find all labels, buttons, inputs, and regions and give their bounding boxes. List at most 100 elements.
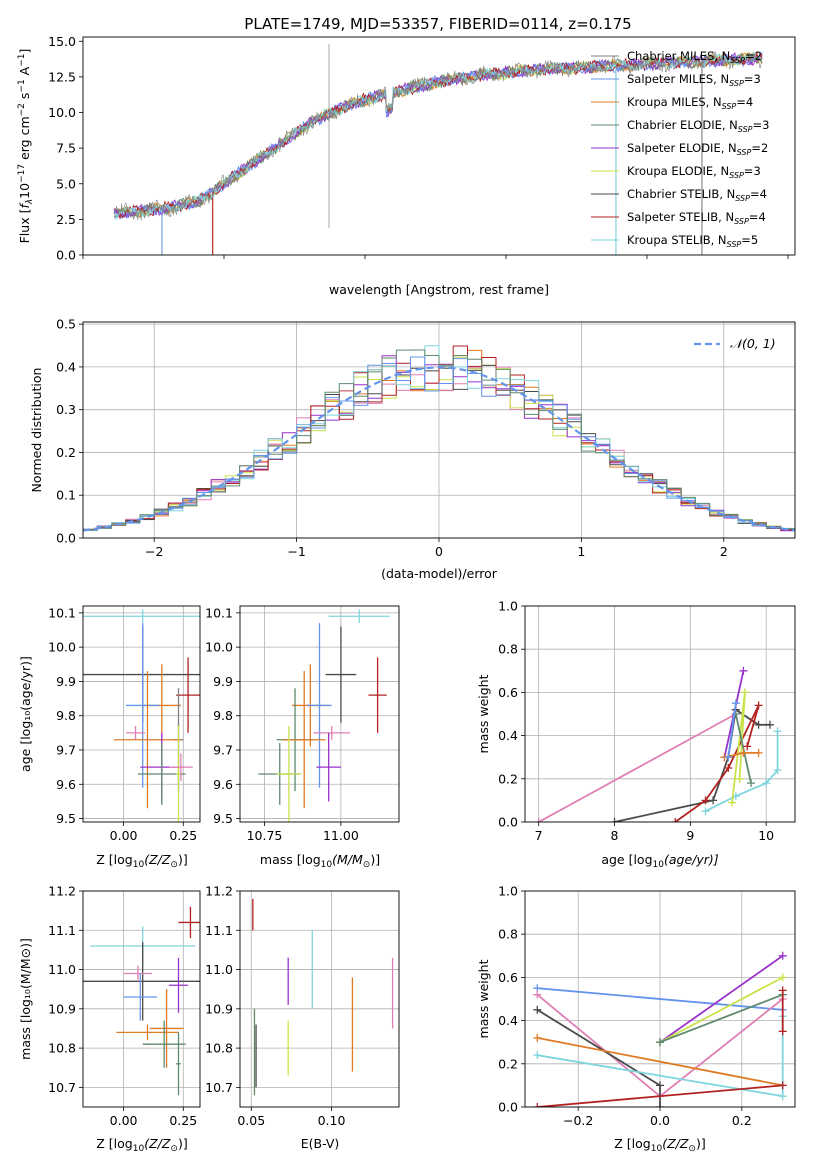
x-tick-label: 0 — [435, 544, 443, 559]
axis-ticks: 7 8 9 10 0.0 0.2 0.4 0.6 0.8 1.0 — [498, 599, 774, 844]
model-spectrum-chabrier_miles — [113, 51, 763, 221]
y-tick-label: 10.9 — [48, 1001, 76, 1016]
legend-entry: Chabrier MILES, NSSP=2 — [627, 49, 762, 65]
weight-marker — [754, 720, 763, 729]
y-tick-label: 0.6 — [498, 970, 518, 985]
weight-marker — [728, 798, 737, 807]
xlabel-part: (Z/Z — [144, 1136, 171, 1151]
weight-marker — [656, 1103, 664, 1107]
y-tick-label: 9.8 — [213, 708, 233, 723]
y-tick-label: 0.0 — [56, 531, 76, 546]
axis-ticks: 10.75 11.00 9.5 9.6 9.7 9.8 9.9 10.0 10.1 — [205, 605, 359, 843]
x-tick-label: 0.2 — [732, 1113, 752, 1128]
ylabel-part: f — [17, 203, 32, 209]
x-tick-label: 0.05 — [237, 1113, 265, 1128]
axes-frame — [82, 321, 796, 539]
xlabel-part: (M/M — [332, 852, 363, 867]
legend-entry: Kroupa MILES, NSSP=4 — [627, 95, 753, 111]
weight-marker — [778, 973, 787, 982]
x-axis-label: Z [log10(Z/Z⊙)] — [96, 852, 187, 870]
weight-marker — [778, 986, 787, 995]
legend-separator: , N — [721, 141, 737, 155]
y-tick-label: 1.0 — [498, 599, 518, 614]
y-tick-label: 0.2 — [56, 445, 76, 460]
xlabel-part: (age/yr)] — [664, 852, 719, 867]
y-tick-label: 10.7 — [205, 1080, 233, 1095]
legend-equals: = — [741, 233, 751, 247]
x-tick-label: 0.10 — [318, 1113, 346, 1128]
x-tick-label: 7 — [535, 828, 543, 843]
weight-marker — [701, 807, 710, 816]
y-tick-label: 0.4 — [498, 1013, 518, 1028]
weight-line-chabrier_elodie — [659, 993, 784, 1044]
weight-marker — [724, 753, 733, 762]
legend-equals: = — [753, 118, 763, 132]
x-axis-label: wavelength [Angstrom, rest frame] — [329, 282, 549, 297]
x-axis-label: Z [log10(Z/Z⊙)] — [614, 1136, 705, 1154]
weight-marker — [533, 1005, 542, 1014]
legend-separator: , N — [713, 164, 729, 178]
axes-frame — [524, 890, 796, 1108]
ylabel-part: A — [17, 66, 32, 79]
weight-line-salpeter_miles — [537, 987, 783, 1011]
metallicity-age-panel: 0.00 0.25 9.5 9.6 9.7 9.8 9.9 10.0 10.1 Z [log10(… — [18, 605, 201, 870]
y-tick-label: 0.0 — [56, 248, 76, 263]
y-tick-label: 10.0 — [205, 640, 233, 655]
weight-marker — [778, 1081, 787, 1090]
weight-marker — [731, 710, 740, 718]
y-tick-label: 0.0 — [498, 815, 518, 830]
legend-subscript: SSP — [730, 56, 745, 65]
x-tick-label: 1 — [577, 544, 585, 559]
metallicity-mass-panel: 0.00 0.25 10.7 10.8 10.9 11.0 11.1 11.2 Z [log10… — [18, 884, 201, 1154]
residual-histogram-panel: −2 −1 0 1 2 0.0 0.1 0.2 0.3 0.4 0.5 𝒩(0, 1) (data-mo… — [29, 317, 796, 581]
weight-marker — [724, 764, 733, 772]
y-tick-label: 5.0 — [56, 176, 76, 191]
legend-model-name: Kroupa STELIB — [627, 233, 711, 247]
model-spectrum-kroupa_stelib — [113, 51, 763, 221]
x-tick-label: 2 — [720, 544, 728, 559]
legend-model-name: Salpeter ELODIE — [627, 141, 721, 155]
axis-ticks: −0.2 0.0 0.2 0.0 0.2 0.4 0.6 0.8 1.0 — [498, 884, 752, 1129]
x-tick-label: 0.00 — [110, 1113, 138, 1128]
weight-marker — [778, 1027, 787, 1036]
weight-marker — [656, 1081, 664, 1090]
y-tick-label: 2.5 — [56, 212, 76, 227]
legend-separator: , N — [722, 118, 738, 132]
xlabel-part: (Z/Z — [144, 852, 171, 867]
axis-ticks: −2 −1 0 1 2 0.0 0.1 0.2 0.3 0.4 0.5 — [56, 317, 728, 559]
legend-nssp-value: 3 — [753, 164, 760, 178]
legend-entry: Salpeter STELIB, NSSP=4 — [627, 210, 766, 226]
weight-marker — [743, 742, 752, 751]
weight-marker — [754, 748, 763, 757]
weight-marker — [709, 796, 718, 805]
y-tick-label: 0.0 — [498, 1100, 518, 1115]
legend-subscript: SSP — [727, 240, 742, 249]
y-tick-label: 10.8 — [205, 1041, 233, 1056]
y-tick-label: 9.6 — [56, 777, 76, 792]
x-axis-label: E(B-V) — [301, 1136, 340, 1151]
axes-frame — [82, 36, 796, 256]
metallicity-weight-panel: −0.2 0.0 0.2 0.0 0.2 0.4 0.6 0.8 1.0 Z [log10(Z/Z… — [476, 884, 796, 1154]
xlabel-part: )] — [178, 852, 188, 867]
legend-subscript: SSP — [729, 171, 744, 180]
legend-nssp-value: 5 — [751, 233, 758, 247]
x-tick-label: 11.00 — [323, 828, 359, 843]
weight-line-pink — [538, 713, 737, 822]
spectrum-panel: 0.0 2.5 5.0 7.5 10.0 12.5 15.0 wavelength [Angs… — [17, 34, 796, 297]
ylabel-part: ] — [17, 49, 32, 54]
x-tick-label: 0.00 — [110, 828, 138, 843]
plot-area — [534, 666, 782, 822]
xlabel-part: Z [log — [96, 1136, 132, 1151]
axes-frame — [239, 890, 400, 1108]
weight-marker — [773, 727, 782, 736]
xlabel-part: mass [log — [260, 852, 321, 867]
axis-ticks: 0.05 0.10 10.7 10.8 10.9 11.0 11.1 11.2 — [205, 884, 345, 1129]
y-tick-label: 0.6 — [498, 685, 518, 700]
figure-title: PLATE=1749, MJD=53357, FIBERID=0114, z=0… — [244, 15, 631, 33]
plot-area — [252, 898, 394, 1096]
legend-subscript: SSP — [722, 102, 737, 111]
ylabel-part: s — [17, 93, 32, 104]
ylabel-part: λ — [25, 199, 35, 205]
legend-equals: = — [736, 95, 746, 109]
y-tick-label: 0.4 — [56, 359, 76, 374]
